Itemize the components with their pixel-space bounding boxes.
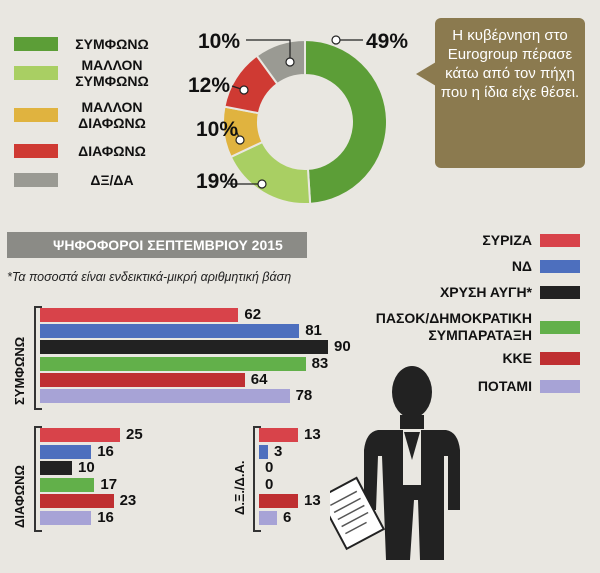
bar-value-label: 81 xyxy=(305,322,322,340)
bar xyxy=(40,428,120,442)
donut-percent-label: 49% xyxy=(366,30,409,53)
bar-value-label: 64 xyxy=(250,370,268,388)
bar xyxy=(40,477,95,492)
person-with-paper-illustration xyxy=(330,366,460,560)
leader-dot xyxy=(285,57,295,67)
party-swatch xyxy=(540,352,580,365)
bar xyxy=(40,324,300,339)
party-swatch xyxy=(540,380,580,393)
bar-value-label: 6 xyxy=(283,508,292,526)
legend-item: ΔΙΑΦΩΝΩ xyxy=(14,143,154,159)
bar xyxy=(40,444,92,459)
legend-label: ΜΑΛΛΟΝ ΔΙΑΦΩΝΩ xyxy=(78,99,146,131)
bar xyxy=(259,494,298,508)
bar xyxy=(40,510,92,525)
party-label: ΧΡΥΣΗ ΑΥΓΗ* xyxy=(439,284,532,300)
leader-dot xyxy=(257,179,267,189)
bar-value-label: 25 xyxy=(126,426,143,443)
party-legend-item: ΚΚΕ xyxy=(502,350,580,367)
bar-value-label: 0 xyxy=(265,459,274,476)
bar-value-label: 3 xyxy=(274,442,283,460)
section-title: ΨΗΦΟΦΟΡΟΙ ΣΕΠΤΕΜΒΡΙΟΥ 2015 xyxy=(7,232,307,258)
legend-swatch xyxy=(14,66,58,80)
bar-value-label: 78 xyxy=(295,387,313,404)
bar xyxy=(259,444,268,459)
legend-label: ΔΙΑΦΩΝΩ xyxy=(78,143,146,159)
legend-swatch xyxy=(14,173,58,187)
legend-label: ΣΥΜΦΩΝΩ xyxy=(75,36,149,52)
bar-value-label: 16 xyxy=(97,508,114,526)
donut-slice xyxy=(304,38,388,205)
party-legend-item: ΧΡΥΣΗ ΑΥΓΗ* xyxy=(440,284,580,301)
legend-swatch xyxy=(14,37,58,51)
bar-value-label: 13 xyxy=(304,426,321,443)
bar-value-label: 10 xyxy=(78,459,95,476)
agree-bracket xyxy=(34,306,42,410)
donut-slice xyxy=(255,38,306,86)
footnote: *Τα ποσοστά είναι ενδεικτικά-μικρή αριθμ… xyxy=(7,270,292,284)
legend-item: ΔΞ/ΔΑ xyxy=(14,172,154,188)
donut-percent-label: 10% xyxy=(198,30,241,53)
legend-item: ΜΑΛΛΟΝ ΣΥΜΦΩΝΩ xyxy=(14,57,154,89)
legend-label: ΔΞ/ΔΑ xyxy=(90,172,134,188)
bar xyxy=(40,356,306,371)
party-swatch xyxy=(540,320,580,334)
bar xyxy=(40,494,114,508)
leader-dot xyxy=(331,35,341,45)
donut-percent-label: 10% xyxy=(196,118,239,141)
agree-group-label: ΣΥΜΦΩΝΩ xyxy=(12,336,27,405)
bar-value-label: 23 xyxy=(119,492,137,509)
party-legend-item: ΝΔ xyxy=(512,258,580,275)
legend-item: ΜΑΛΛΟΝ ΔΙΑΦΩΝΩ xyxy=(14,99,154,131)
bar-value-label: 83 xyxy=(311,354,329,372)
bar-value-label: 13 xyxy=(304,492,321,509)
leader-dot xyxy=(239,85,249,95)
bar-value-label: 0 xyxy=(265,475,274,493)
bar xyxy=(259,510,277,525)
disagree-group-label: ΔΙΑΦΩΝΩ xyxy=(12,465,27,528)
dkna-group-label: Δ.Ξ./Δ.Α. xyxy=(232,460,247,515)
party-legend-item: ΣΥΡΙΖΑ xyxy=(482,232,580,249)
bar xyxy=(40,389,290,403)
bar xyxy=(40,461,72,475)
bar-value-label: 16 xyxy=(97,442,114,460)
party-label: ΠΟΤΑΜΙ xyxy=(477,378,532,394)
party-label: ΚΚΕ xyxy=(502,350,532,366)
bar-value-label: 62 xyxy=(244,306,262,323)
bar xyxy=(259,428,298,442)
callout-pointer xyxy=(416,62,436,86)
callout-box: Η κυβέρνηση στο Eurogroup πέρασε κάτω απ… xyxy=(435,18,585,168)
donut-chart xyxy=(222,35,388,205)
leader-dot xyxy=(235,135,245,145)
legend-label: ΜΑΛΛΟΝ ΣΥΜΦΩΝΩ xyxy=(75,57,149,89)
bar-value-label: 90 xyxy=(334,338,351,356)
party-legend-item: ΠΟΤΑΜΙ xyxy=(478,378,580,395)
leader-line xyxy=(246,39,291,62)
legend-swatch xyxy=(14,144,58,158)
donut-percent-label: 19% xyxy=(196,170,239,193)
party-swatch xyxy=(540,286,580,299)
bar xyxy=(40,308,239,322)
bar-value-label: 17 xyxy=(100,475,118,493)
disagree-bracket xyxy=(34,426,42,532)
donut-percent-label: 12% xyxy=(188,74,231,97)
legend-swatch xyxy=(14,108,58,122)
bar xyxy=(40,340,328,355)
party-label: ΣΥΡΙΖΑ xyxy=(482,232,532,248)
party-label: ΠΑΣΟΚ/ΔΗΜΟΚΡΑΤΙΚΗ ΣΥΜΠΑΡΑΤΑΞΗ xyxy=(375,310,532,343)
party-swatch xyxy=(540,260,580,273)
bar xyxy=(40,372,245,387)
legend-item: ΣΥΜΦΩΝΩ xyxy=(14,36,154,52)
dkna-bracket xyxy=(253,426,261,532)
party-legend-item: ΠΑΣΟΚ/ΔΗΜΟΚΡΑΤΙΚΗ ΣΥΜΠΑΡΑΤΑΞΗ xyxy=(362,310,580,344)
party-label: ΝΔ xyxy=(511,258,532,274)
party-swatch xyxy=(540,234,580,247)
